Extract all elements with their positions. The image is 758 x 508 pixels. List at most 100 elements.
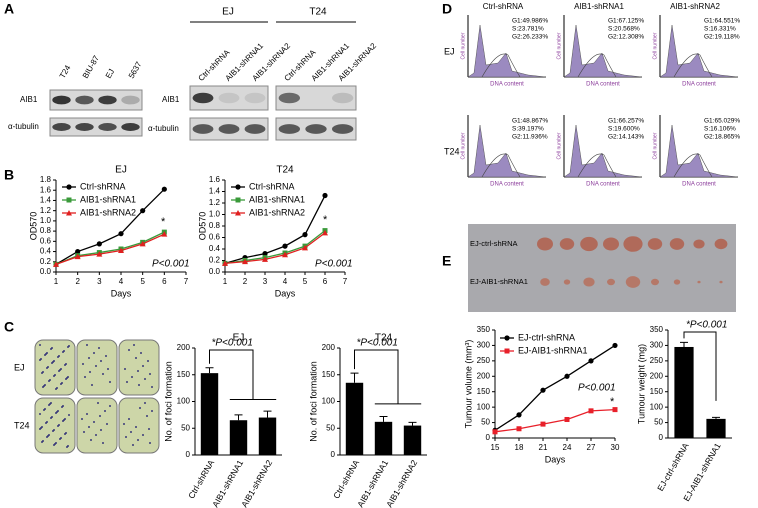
blot-band	[192, 92, 214, 104]
colony	[139, 407, 141, 409]
axis-label: Cell number	[460, 132, 466, 159]
bar	[403, 425, 422, 455]
x-tick-label: 21	[539, 443, 548, 452]
fit-curve	[673, 53, 713, 78]
group-label: T24	[309, 7, 327, 18]
stat: G1:48.867%	[512, 118, 548, 125]
y-tick-label: 1.4	[40, 196, 52, 205]
fit-curve	[481, 153, 521, 178]
y-tick-label: 300	[650, 341, 664, 350]
stat: G1:64.551%	[704, 18, 740, 25]
colony	[62, 351, 64, 353]
colony	[48, 380, 50, 382]
stat: G2:19.118%	[704, 34, 740, 41]
y-tick-label: 200	[650, 371, 664, 380]
group-label: EJ	[222, 7, 234, 18]
row-label: EJ	[444, 46, 455, 56]
colony	[97, 402, 99, 404]
y-tick-label: 50	[326, 423, 335, 432]
stat: G1:65.029%	[704, 118, 740, 125]
y-tick-label: 0.0	[209, 267, 221, 276]
marker	[540, 421, 546, 427]
colony	[57, 356, 59, 358]
marker	[516, 412, 522, 418]
colony	[98, 347, 100, 349]
row-label: α-tubulin	[148, 124, 179, 133]
blot-band	[218, 92, 240, 104]
colony	[144, 378, 146, 380]
error-bar	[680, 341, 688, 347]
marker	[322, 229, 328, 236]
panel-label: A	[4, 1, 14, 17]
colony	[148, 428, 150, 430]
column-title: Ctrl-shRNA	[483, 2, 524, 11]
x-tick-label: 6	[162, 277, 167, 286]
y-axis-label: Tumour weight (mg)	[636, 344, 646, 424]
histogram	[659, 124, 739, 178]
marker	[564, 373, 570, 379]
y-tick-label: 0.8	[40, 226, 52, 235]
colony	[86, 344, 88, 346]
colony	[53, 444, 55, 446]
legend-label: Ctrl-shRNA	[249, 181, 295, 191]
significance-bracket	[683, 331, 717, 401]
x-tick-label: 6	[323, 277, 328, 286]
blot-band	[121, 123, 140, 131]
legend-marker	[66, 210, 72, 216]
colony	[39, 344, 41, 346]
y-tick-label: 350	[650, 325, 664, 334]
annotation: P<0.001	[315, 259, 353, 270]
colony	[93, 352, 95, 354]
colony	[151, 386, 153, 388]
legend-marker	[66, 184, 72, 190]
bar	[674, 346, 694, 438]
y-tick-label: 0	[659, 433, 664, 442]
x-tick-label: 1	[54, 277, 59, 286]
y-axis-label: No. of foci formation	[163, 361, 173, 442]
x-tick-label: 27	[587, 443, 596, 452]
colony	[57, 425, 59, 427]
blot-band	[218, 124, 240, 134]
series-line	[55, 233, 165, 265]
y-tick-label: 100	[322, 397, 336, 406]
series-line	[494, 408, 616, 433]
panel-label: D	[442, 1, 452, 17]
x-tick-label: AIB1-shRNA2	[239, 458, 274, 508]
series-line	[494, 344, 616, 431]
colony	[89, 371, 91, 373]
colony	[95, 365, 97, 367]
colony	[99, 415, 101, 417]
x-tick-label: 3	[97, 277, 102, 286]
annotation: *P<0.001	[212, 338, 253, 349]
blot-band	[244, 92, 266, 104]
column-title: AIB1-shRNA2	[670, 2, 720, 11]
row-label: AIB1	[20, 95, 38, 104]
bar	[345, 382, 364, 455]
colony	[50, 417, 52, 419]
tumour	[563, 279, 571, 285]
legend-marker	[504, 335, 510, 341]
x-tick-label: 2	[243, 277, 248, 286]
blot-band	[332, 124, 354, 134]
histogram	[467, 24, 547, 78]
stat: G2:11.936%	[512, 134, 548, 141]
axis-label: DNA content	[682, 182, 716, 188]
y-tick-label: 0.6	[40, 236, 52, 245]
colony	[84, 376, 86, 378]
marker	[262, 256, 268, 262]
lane-label: T24	[58, 63, 73, 80]
colony	[55, 388, 57, 390]
stat: S:39.197%	[512, 126, 544, 133]
row-label: EJ	[14, 362, 25, 372]
colony	[41, 441, 43, 443]
chart-title: EJ	[115, 165, 127, 176]
y-tick-label: 300	[477, 341, 491, 350]
y-tick-label: 1.2	[40, 206, 52, 215]
y-tick-label: 0.4	[209, 244, 221, 253]
y-tick-label: 50	[481, 418, 490, 427]
y-axis-label: OD570	[28, 212, 38, 241]
y-tick-label: 1.4	[209, 187, 221, 196]
series-line	[224, 230, 326, 265]
series-line	[224, 195, 326, 264]
